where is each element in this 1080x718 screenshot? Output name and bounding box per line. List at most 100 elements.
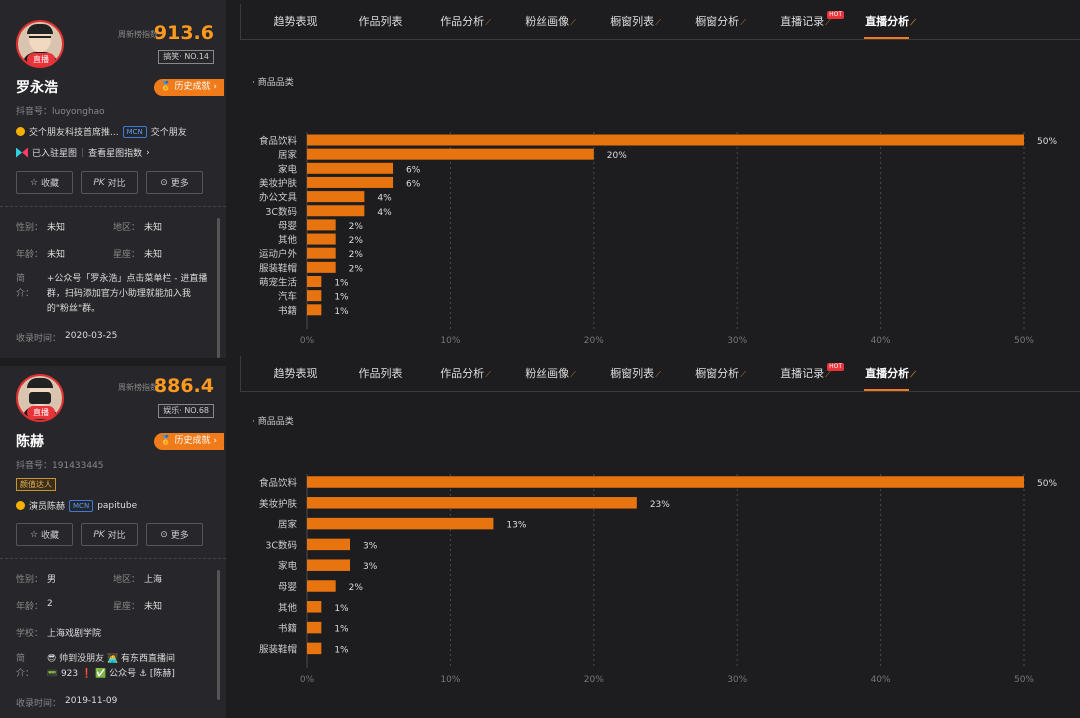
- scrollbar[interactable]: [217, 570, 220, 700]
- tab-label: 作品分析: [440, 15, 485, 28]
- tab-5[interactable]: 橱窗列表⟋: [593, 4, 678, 39]
- collected-value: 2020-03-25: [65, 331, 118, 341]
- history-achievements-button[interactable]: 🏅 历史成就 ›: [154, 79, 224, 96]
- divider: [0, 206, 226, 207]
- category-label: 美妆护肤: [259, 177, 298, 189]
- xingtu-icon: [16, 147, 28, 158]
- index-label: 周新榜指数: [118, 383, 158, 392]
- favorite-button[interactable]: ☆ 收藏: [16, 171, 73, 194]
- category-label: 其他: [278, 602, 298, 614]
- bar: [307, 191, 365, 203]
- tab-6[interactable]: 橱窗分析⟋: [678, 356, 763, 391]
- value-label: 1%: [334, 293, 349, 303]
- premium-icon: ⟋: [655, 18, 661, 27]
- zodiac-value: 未知: [144, 250, 163, 260]
- tab-3[interactable]: 作品分析⟋: [423, 356, 508, 391]
- medal-icon: 🏅: [160, 82, 172, 92]
- favorite-button[interactable]: ☆ 收藏: [16, 523, 73, 546]
- more-button[interactable]: ⊙ 更多: [146, 171, 203, 194]
- mcn-name[interactable]: 交个朋友: [150, 128, 187, 138]
- bar: [307, 601, 322, 613]
- bio-line-2: 📟 923 ❗ ✅ 公众号 ⚓ [陈赫]: [46, 669, 175, 679]
- hot-badge: HOT: [827, 11, 844, 19]
- bar: [307, 176, 394, 188]
- favorite-label: 收藏: [41, 179, 60, 189]
- more-label: 更多: [170, 179, 189, 189]
- bar: [307, 290, 322, 302]
- premium-icon: ⟋: [740, 370, 746, 379]
- tab-label: 橱窗列表: [610, 367, 655, 380]
- tab-5[interactable]: 橱窗列表⟋: [593, 356, 678, 391]
- x-tick-label: 20%: [584, 336, 604, 346]
- value-label: 50%: [1037, 137, 1057, 147]
- tab-4[interactable]: 粉丝画像⟋: [508, 4, 593, 39]
- category-label: 其他: [278, 234, 298, 246]
- x-tick-label: 40%: [871, 675, 891, 685]
- x-tick-label: 0%: [300, 675, 315, 685]
- live-badge: 直播: [27, 53, 55, 66]
- tab-7[interactable]: 直播记录⟋ HOT: [763, 4, 848, 39]
- tab-1[interactable]: 趋势表现: [253, 4, 338, 39]
- compare-button[interactable]: PK 对比: [81, 171, 138, 194]
- analysis-panel-1: 趋势表现 作品列表 作品分析⟋ 粉丝画像⟋ 橱窗列表⟋ 橱窗分析⟋ 直播记录⟋ HOT 直播分析…: [240, 4, 1080, 356]
- avatar-hair: [27, 24, 53, 34]
- tab-label: 直播记录: [780, 15, 825, 28]
- separator: |: [81, 147, 85, 158]
- tab-label: 直播分析: [865, 15, 910, 28]
- mcn-name[interactable]: papitube: [97, 500, 138, 511]
- school-row: 学校： 上海戏剧学院: [16, 626, 101, 639]
- premium-icon: ⟋: [570, 18, 576, 27]
- bar: [307, 162, 394, 174]
- scrollbar[interactable]: [217, 218, 220, 358]
- premium-icon: ⟋: [740, 18, 746, 27]
- bio: 简介： 😎 帅到没朋友 🧑‍💻 有东西直播间 📟 923 ❗ ✅ 公众号 ⚓ […: [16, 652, 212, 682]
- category-label: 3C数码: [265, 206, 297, 218]
- account-id: 抖音号：191433445: [16, 461, 104, 471]
- gender-value: 男: [47, 575, 57, 585]
- premium-icon: ⟋: [485, 18, 491, 27]
- value-label: 1%: [334, 645, 349, 655]
- premium-icon: ⟋: [910, 370, 916, 379]
- chevron-right-icon: ›: [213, 436, 217, 446]
- tab-4[interactable]: 粉丝画像⟋: [508, 356, 593, 391]
- category-label: 食品饮料: [259, 477, 298, 489]
- premium-icon: ⟋: [570, 370, 576, 379]
- rank-badge: 搞笑· NO.14: [158, 50, 214, 64]
- tab-1[interactable]: 趋势表现: [253, 356, 338, 391]
- category-label: 书籍: [278, 623, 297, 635]
- tab-label: 趋势表现: [273, 15, 318, 28]
- age-value: 未知: [47, 250, 66, 260]
- xingtu-link[interactable]: 查看星图指数: [88, 149, 143, 159]
- compare-button[interactable]: PK 对比: [81, 523, 138, 546]
- tab-7[interactable]: 直播记录⟋ HOT: [763, 356, 848, 391]
- mcn-badge: MCN: [122, 125, 147, 138]
- collected-label: 收录时间：: [16, 699, 62, 709]
- bar: [307, 219, 336, 231]
- bar: [307, 148, 594, 160]
- history-achievements-button[interactable]: 🏅 历史成就 ›: [154, 433, 224, 450]
- category-label: 服装鞋帽: [259, 262, 297, 274]
- tab-6[interactable]: 橱窗分析⟋: [678, 4, 763, 39]
- info-row-age-zodiac: 年龄： 未知 星座： 未知: [16, 247, 210, 260]
- tab-bar: 趋势表现 作品列表 作品分析⟋ 粉丝画像⟋ 橱窗列表⟋ 橱窗分析⟋ 直播记录⟋ HOT 直播分析…: [240, 356, 1080, 392]
- bar: [307, 642, 322, 655]
- bio-label: 简介：: [16, 654, 35, 679]
- medal-icon: 🏅: [160, 436, 172, 446]
- section-title: · 商品品类: [252, 78, 294, 88]
- tab-3[interactable]: 作品分析⟋: [423, 4, 508, 39]
- category-label: 居家: [278, 519, 298, 531]
- x-tick-label: 10%: [440, 336, 460, 346]
- x-tick-label: 30%: [727, 336, 747, 346]
- x-tick-label: 50%: [1014, 336, 1034, 346]
- tab-2[interactable]: 作品列表: [338, 356, 423, 391]
- tab-8[interactable]: 直播分析⟋: [848, 4, 933, 39]
- tab-2[interactable]: 作品列表: [338, 4, 423, 39]
- bar: [307, 233, 336, 245]
- value-label: 2%: [349, 222, 364, 232]
- bar: [307, 476, 1024, 488]
- value-label: 2%: [349, 264, 364, 274]
- more-button[interactable]: ⊙ 更多: [146, 523, 203, 546]
- region-label: 地区：: [113, 223, 141, 233]
- tab-8[interactable]: 直播分析⟋: [848, 356, 933, 391]
- collected-label: 收录时间：: [16, 334, 62, 344]
